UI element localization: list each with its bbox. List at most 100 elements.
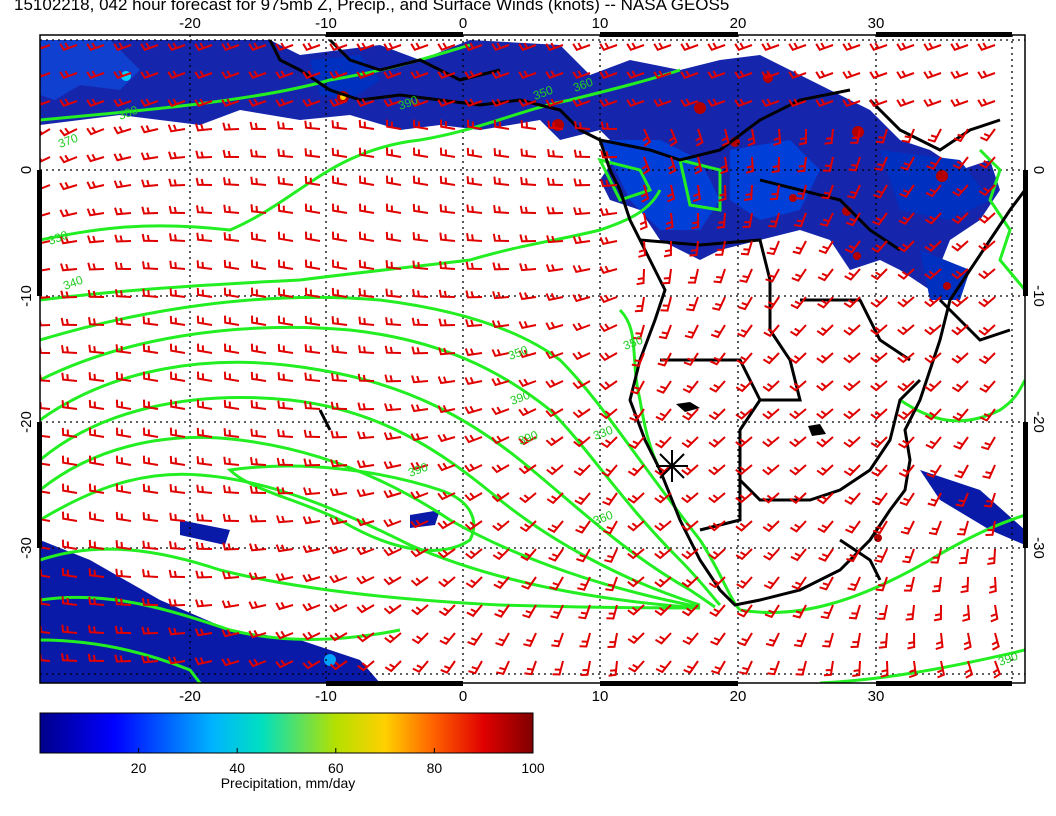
wind-barb [636, 268, 645, 286]
wind-barb [194, 657, 213, 666]
wind-barb [896, 98, 915, 108]
wind-barb [874, 156, 888, 172]
wind-barb [599, 265, 618, 274]
wind-barb [277, 231, 294, 242]
wind-barb [59, 236, 78, 245]
wind-barb [437, 70, 456, 80]
wind-barb [88, 427, 105, 438]
wind-barb [493, 119, 510, 130]
wind-barb [440, 119, 456, 130]
wind-barb [437, 98, 456, 108]
wind-barb [464, 348, 483, 357]
wind-barb [923, 70, 942, 80]
wind-barb [638, 240, 647, 258]
wind-barb [711, 660, 726, 675]
wind-barb [580, 660, 591, 676]
wind-barb [870, 296, 888, 308]
wind-barb [115, 316, 132, 326]
wind-barb [653, 70, 672, 80]
wind-barb [113, 42, 132, 52]
wind-barb [329, 660, 348, 671]
wind-barb [329, 488, 348, 497]
wind-barb [383, 518, 402, 528]
wind-barb [519, 492, 537, 504]
wind-barb [495, 632, 510, 647]
wind-barb [902, 548, 915, 564]
wind-barb [439, 147, 456, 158]
wind-barb [547, 520, 564, 534]
wind-barb [789, 324, 807, 337]
wind-barb [304, 401, 321, 410]
wind-barb [465, 261, 483, 270]
wind-barb [114, 234, 132, 243]
wind-barb [385, 203, 402, 214]
wind-barb [141, 626, 159, 635]
wind-barb [491, 98, 510, 108]
wind-barb [897, 240, 915, 253]
wind-barb [60, 290, 78, 299]
wind-barb [491, 435, 510, 445]
wind-barb [793, 632, 807, 648]
wind-barb [62, 511, 78, 522]
wind-barb [168, 598, 186, 607]
wind-barb [167, 124, 186, 133]
wind-barb [383, 604, 402, 615]
wind-barb [769, 184, 780, 201]
wind-barb [575, 520, 591, 534]
wind-barb [277, 315, 294, 326]
wind-barb [923, 98, 942, 108]
wind-barb [844, 268, 861, 281]
wind-barb [843, 436, 861, 448]
wind-barb [789, 436, 807, 448]
wind-barb [848, 156, 861, 172]
wind-barb [278, 259, 294, 270]
wind-barb [627, 576, 645, 588]
wind-barb [329, 603, 348, 613]
wind-barb [545, 379, 564, 389]
wind-barb [654, 520, 672, 532]
wind-barb [950, 70, 969, 80]
wind-barb [765, 268, 780, 283]
wind-barb [331, 147, 348, 158]
wind-barb [960, 576, 969, 594]
wind-barb [87, 289, 105, 298]
wind-barb [546, 206, 564, 215]
wind-barb [329, 517, 348, 526]
wind-barb [708, 576, 726, 589]
wind-barb [330, 401, 348, 410]
wind-barb [277, 148, 294, 158]
wind-barb [765, 632, 780, 647]
wind-barb [896, 70, 915, 80]
wind-barb [356, 575, 375, 585]
lon-tick-label: 0 [459, 688, 467, 705]
lon-tick-labels-bottom: -20 -10 0 10 20 30 [179, 688, 884, 705]
wind-barb [877, 604, 888, 620]
wind-barb [573, 207, 591, 216]
lon-tick-label: -20 [179, 688, 201, 705]
wind-barb [847, 184, 861, 199]
wind-barb [763, 576, 780, 590]
wind-barb [654, 548, 672, 560]
wind-barb [411, 317, 429, 326]
wind-barb [607, 632, 618, 648]
wind-barb [850, 632, 861, 648]
wind-barb [114, 207, 132, 216]
wind-barb [985, 520, 996, 536]
wind-barb [599, 70, 618, 80]
wind-barb [762, 436, 780, 448]
wind-barb [410, 461, 429, 471]
wind-barb [142, 483, 159, 494]
lat-tick-labels-right: 0 -10 -20 -30 [1030, 166, 1047, 559]
wind-barb [465, 548, 483, 560]
wind-barb [816, 492, 834, 505]
wind-barb [735, 436, 753, 448]
wind-barb [275, 601, 294, 611]
wind-barb [819, 212, 834, 227]
wind-barb [792, 604, 807, 619]
wind-barb [720, 156, 729, 175]
wind-barb [747, 128, 756, 147]
wind-barb [493, 576, 510, 590]
wind-barb [141, 655, 159, 664]
wind-barb [572, 236, 591, 245]
wind-barb [817, 296, 834, 309]
